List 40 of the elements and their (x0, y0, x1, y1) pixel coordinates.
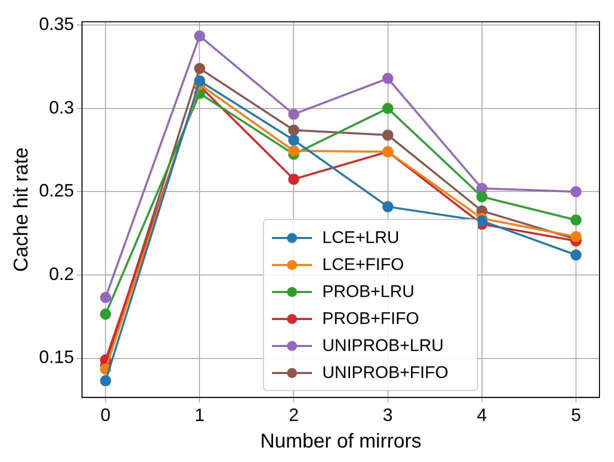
y-tick-label: 0.35 (38, 14, 74, 34)
y-tick-label: 0.3 (49, 97, 74, 118)
point (570, 214, 582, 226)
y-axis-title: Cache hit rate (10, 147, 33, 272)
x-tick-label: 0 (100, 405, 111, 426)
y-tick-label: 0.15 (38, 347, 74, 368)
point (382, 72, 394, 84)
x-axis-title: Number of mirrors (260, 430, 422, 453)
point (570, 249, 582, 260)
point (194, 62, 206, 74)
point (382, 201, 394, 212)
point (570, 186, 582, 198)
legend-label: LCE+LRU (322, 228, 400, 248)
point (288, 174, 300, 185)
point (570, 231, 582, 242)
point (100, 375, 112, 386)
point (288, 134, 300, 146)
legend-label: LCE+FIFO (322, 254, 404, 275)
x-tick-label: 2 (288, 405, 299, 426)
legend-label: PROB+FIFO (322, 308, 420, 329)
point (288, 145, 300, 156)
x-tick-label: 5 (570, 405, 581, 426)
point (194, 30, 206, 42)
point (288, 108, 300, 120)
point (476, 191, 488, 202)
y-tick-label: 0.25 (38, 180, 74, 201)
point (100, 292, 112, 303)
legend-label: UNIPROB+FIFO (322, 362, 448, 383)
legend-label: UNIPROB+LRU (322, 336, 444, 356)
legend-label: PROB+LRU (322, 282, 414, 302)
point (194, 75, 206, 86)
point (288, 124, 300, 136)
point (100, 308, 112, 320)
point (476, 215, 488, 226)
x-tick-label: 4 (476, 405, 487, 426)
point (382, 130, 394, 141)
y-tick-label: 0.2 (49, 264, 74, 284)
x-tick-label: 3 (382, 405, 393, 426)
x-tick-label: 1 (194, 405, 205, 426)
point (382, 102, 394, 114)
